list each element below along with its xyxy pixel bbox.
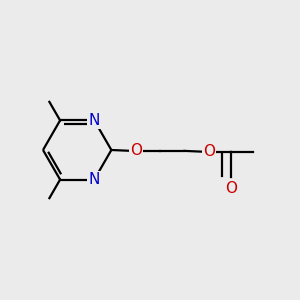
Text: O: O [225, 181, 237, 196]
Text: O: O [130, 143, 142, 158]
Text: N: N [88, 172, 100, 187]
Text: O: O [203, 144, 215, 159]
Text: N: N [88, 113, 100, 128]
